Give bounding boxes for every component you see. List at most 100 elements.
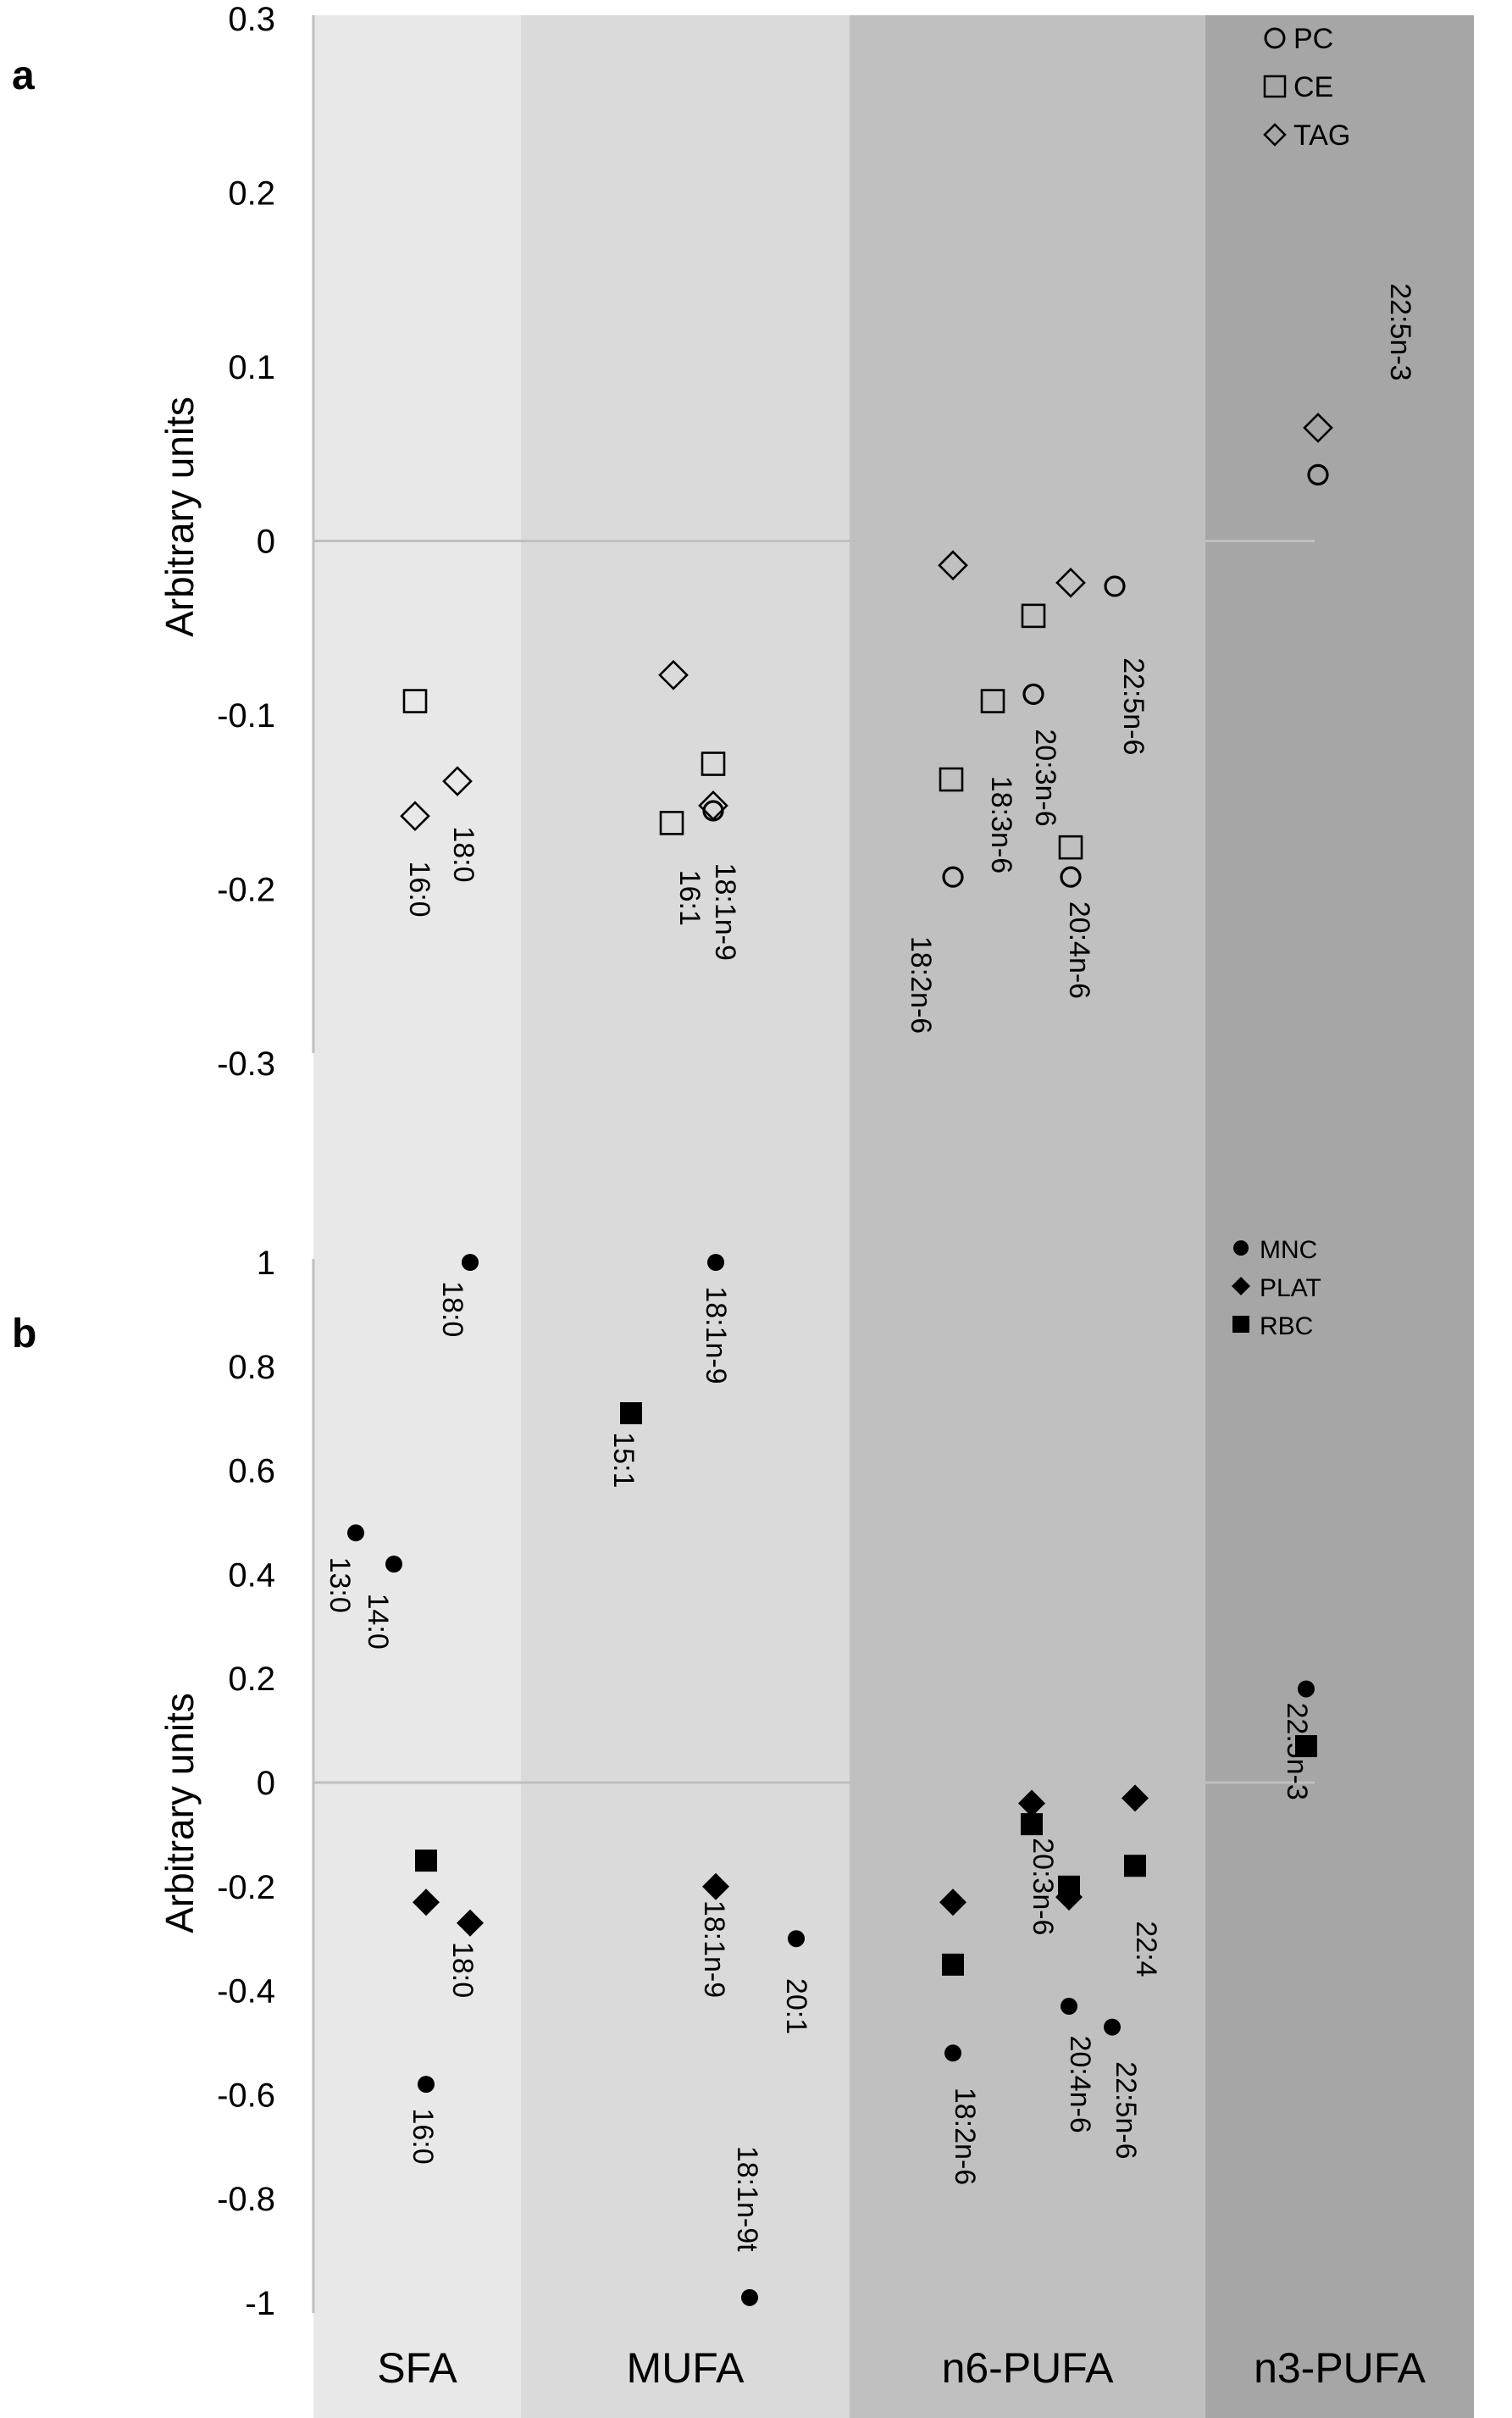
point-b-n3-pufa-22-5n-3-rbc xyxy=(1295,1735,1317,1758)
panel-a-y-tick-label: 0.1 xyxy=(228,349,275,386)
label-a-18-2n-6: 18:2n-6 xyxy=(905,936,937,1034)
legend-b-plat-label: PLAT xyxy=(1260,1274,1321,1302)
point-b-n6-pufa-20-4n-6-plat xyxy=(1055,1883,1083,1911)
point-a-n6-pufa-22-5n-6-pc xyxy=(1104,575,1126,597)
point-b-sfa-18-0-plat xyxy=(457,1909,484,1937)
point-a-mufa-18-1n-9-ce xyxy=(701,751,726,776)
legend-a-tag-marker xyxy=(1263,123,1287,147)
panel-a-y-tick-label: 0.3 xyxy=(228,1,275,38)
label-b-22-5n-3: 22:5n-3 xyxy=(1281,1702,1313,1800)
label-a-20-4n-6: 20:4n-6 xyxy=(1063,901,1095,999)
legend-a-pc-label: PC xyxy=(1293,23,1333,55)
point-a-n6-pufa-18-2n-6-tag xyxy=(938,550,968,581)
point-a-n3-pufa-22-5n-3-pc xyxy=(1307,463,1329,486)
point-b-n6-pufa-18-2n-6-plat xyxy=(939,1888,966,1916)
point-a-n6-pufa-20-4n-6-pc xyxy=(1060,866,1082,888)
category-label-sfa: SFA xyxy=(377,2344,457,2392)
point-b-sfa-13-0-mnc xyxy=(347,1524,364,1542)
panel-b-y-tick-label: -0.4 xyxy=(217,1973,275,2010)
point-b-sfa-18-0-mnc xyxy=(462,1254,479,1271)
label-b-18-1n-9t: 18:1n-9t xyxy=(731,2146,763,2252)
legend-a-pc-marker xyxy=(1264,27,1286,49)
point-a-n6-pufa-18-2n-6-pc xyxy=(942,866,964,888)
point-a-n6-pufa-20-4n-6-tag xyxy=(1055,567,1086,598)
label-b-18-0: 18:0 xyxy=(436,1281,468,1337)
point-a-n6-pufa-20-4n-6-ce xyxy=(1058,835,1083,860)
panel-b-y-tick-label: 0 xyxy=(257,1765,275,1802)
panel-b-y-tick-label: -0.6 xyxy=(217,2077,275,2114)
label-a-18-1n-9: 18:1n-9 xyxy=(709,863,741,961)
point-b-n6-pufa-20-4n-6-mnc xyxy=(1061,1998,1077,2016)
legend-b-mnc-label: MNC xyxy=(1260,1236,1317,1264)
legends: PC CE TAG MNC PLAT RBC xyxy=(1232,23,1350,1340)
label-b-22-5n-6: 22:5n-6 xyxy=(1110,2061,1142,2159)
legend-a-tag-label: TAG xyxy=(1293,119,1350,152)
data-points xyxy=(347,413,1333,2306)
label-a-16-1: 16:1 xyxy=(673,870,706,926)
point-labels: 16:018:016:1 18:1n-918:2n-618:3n-6 20:3n-6… xyxy=(324,283,1416,2252)
label-a-18-0: 18:0 xyxy=(447,826,479,882)
point-a-n6-pufa-20-3n-6-pc xyxy=(1022,683,1044,705)
point-a-sfa-16-0-tag xyxy=(400,801,430,832)
point-b-sfa-16-0-mnc xyxy=(418,2076,435,2094)
label-b-20-3n-6: 20:3n-6 xyxy=(1027,1838,1059,1935)
panel-b-y-tick-label: 0.6 xyxy=(228,1453,275,1490)
category-label-n3-pufa: n3-PUFA xyxy=(1254,2344,1426,2392)
panel-a-y-axis-label: Arbitrary units xyxy=(158,397,202,637)
label-b-13-0: 13:0 xyxy=(324,1557,356,1613)
point-b-n6-pufa-18-2n-6-mnc xyxy=(944,2044,961,2062)
panel-b-y-tick-label: -0.8 xyxy=(217,2181,275,2218)
panel-a-y-tick-label: -0.1 xyxy=(217,697,275,735)
point-b-n6-pufa-22-4-plat xyxy=(1122,1784,1149,1812)
point-b-n6-pufa-22-4-rbc xyxy=(1124,1855,1146,1877)
point-b-mufa-20-1-mnc xyxy=(788,1930,805,1948)
panel-b-y-tick-label: -0.2 xyxy=(217,1869,275,1906)
point-a-sfa-16-0-ce xyxy=(402,689,428,713)
label-a-22-5n-3: 22:5n-3 xyxy=(1384,283,1416,380)
point-a-n6-pufa-18-2n-6-ce xyxy=(939,767,964,792)
label-a-16-0: 16:0 xyxy=(403,861,435,917)
panel-b-y-tick-label: 0.2 xyxy=(228,1661,275,1698)
point-b-mufa-18-1n-9-plat xyxy=(702,1872,729,1900)
band-sfa xyxy=(313,15,521,2418)
label-b-20-1: 20:1 xyxy=(780,1978,812,2034)
category-labels: SFA MUFA n6-PUFA n3-PUFA xyxy=(377,2344,1426,2392)
point-a-mufa-18-1n-9-pc xyxy=(702,800,724,822)
label-b-18-1n-9: 18:1n-9 xyxy=(698,1900,730,1998)
label-b-14-0: 14:0 xyxy=(362,1594,394,1650)
panel-a-y-tick-label: 0.2 xyxy=(228,175,275,213)
label-b-16-0: 16:0 xyxy=(407,2108,439,2164)
label-a-18-3n-6: 18:3n-6 xyxy=(985,776,1017,873)
point-b-mufa-18-1n-9t-mnc xyxy=(741,2288,758,2306)
group-bands xyxy=(313,15,1474,2418)
y-tick-labels: 0.3 0.2 0.1 0 -0.1 -0.2 -0.3 1 0.8 0.6 0.4 0.2 0 -0.2… xyxy=(217,1,275,2322)
panel-b-y-tick-label: 1 xyxy=(257,1245,275,1282)
panel-b-y-tick-label: 0.4 xyxy=(228,1556,275,1594)
panel-a-letter: a xyxy=(12,53,35,98)
band-mufa xyxy=(521,15,850,2418)
point-a-n6-pufa-20-3n-6-ce xyxy=(1021,603,1046,629)
point-b-sfa-16-0-plat xyxy=(413,1888,440,1916)
legend-b-mnc-marker xyxy=(1233,1240,1249,1256)
legend-b-rbc-marker xyxy=(1232,1316,1249,1333)
label-b-18-2n-6: 18:2n-6 xyxy=(949,2088,981,2185)
point-b-sfa-14-0-mnc xyxy=(385,1556,402,1573)
point-a-n6-pufa-18-3n-6-ce xyxy=(980,689,1005,713)
label-a-20-3n-6: 20:3n-6 xyxy=(1029,729,1061,826)
label-b-15-1: 15:1 xyxy=(607,1432,640,1488)
point-a-mufa-16-1-tag xyxy=(658,659,689,690)
category-label-n6-pufa: n6-PUFA xyxy=(942,2344,1115,2392)
point-b-n3-pufa-22-5n-3-mnc xyxy=(1298,1680,1315,1698)
point-a-sfa-18-0-tag xyxy=(442,766,473,796)
axes xyxy=(312,15,1315,2313)
point-b-n6-pufa-20-3n-6-rbc xyxy=(1021,1813,1043,1836)
point-b-sfa-16-0-rbc xyxy=(415,1850,437,1872)
point-b-mufa-18-1n-9-mnc xyxy=(707,1254,724,1271)
label-b-18-0: 18:0 xyxy=(446,1942,479,1998)
panel-a-y-tick-label: -0.3 xyxy=(217,1045,275,1083)
panel-b-letter: b xyxy=(12,1312,36,1356)
point-b-n6-pufa-18-2n-6-rbc xyxy=(942,1953,964,1976)
label-b-18-1n-9: 18:1n-9 xyxy=(700,1286,732,1384)
category-label-mufa: MUFA xyxy=(627,2344,745,2392)
legend-b-rbc-label: RBC xyxy=(1260,1312,1313,1340)
